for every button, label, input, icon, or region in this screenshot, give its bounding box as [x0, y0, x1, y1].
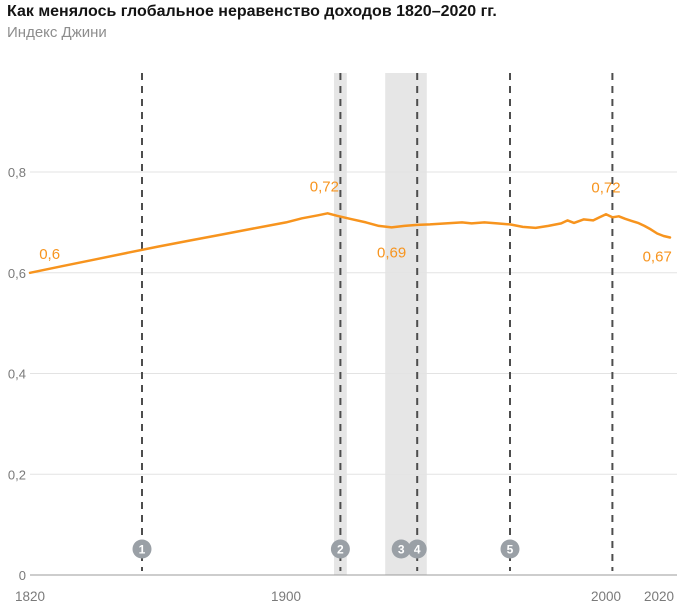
gini-series-line [28, 212, 672, 275]
event-marker-circle [500, 539, 520, 559]
y-tick-label: 0,2 [8, 467, 26, 482]
event-marker-number: 3 [398, 543, 405, 557]
value-label: 0,69 [377, 244, 406, 261]
chart-subtitle: Индекс Джини [7, 24, 107, 41]
value-label: 0,6 [39, 246, 60, 263]
chart-title: Как менялось глобальное неравенство дохо… [7, 3, 497, 20]
event-marker-circle [330, 539, 350, 559]
x-tick-label: 2000 [591, 589, 621, 604]
event-marker-number: 2 [337, 543, 344, 557]
event-marker-circle [407, 539, 427, 559]
value-label: 0,67 [643, 248, 672, 265]
event-marker-number: 5 [507, 543, 514, 557]
event-band [385, 73, 427, 575]
x-tick-label: 2020 [644, 589, 674, 604]
x-tick-label: 1900 [271, 589, 301, 604]
event-marker-circle [391, 539, 411, 559]
event-marker-number: 1 [139, 543, 146, 557]
x-tick-label: 1820 [15, 589, 45, 604]
event-marker-circle [132, 539, 152, 559]
value-label: 0,72 [310, 178, 339, 195]
y-tick-label: 0,8 [8, 165, 26, 180]
y-tick-label: 0 [19, 568, 26, 583]
event-marker-number: 4 [414, 543, 421, 557]
value-label: 0,72 [591, 179, 620, 196]
y-tick-label: 0,4 [8, 367, 26, 382]
chart-header: Как менялось глобальное неравенство дохо… [7, 2, 497, 42]
y-tick-label: 0,6 [8, 266, 26, 281]
